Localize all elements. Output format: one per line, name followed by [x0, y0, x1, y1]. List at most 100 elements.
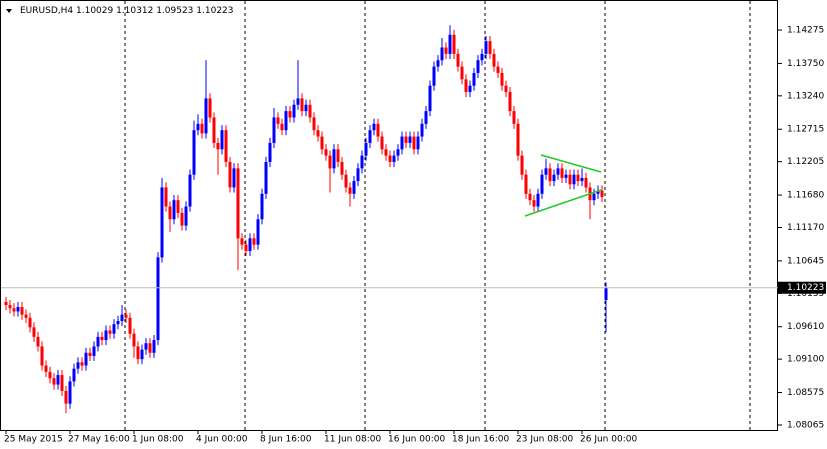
x-tick-label: 25 May 2015 [4, 435, 63, 445]
candle-body [340, 161, 344, 175]
candle-body [216, 142, 220, 150]
candle-body [400, 136, 404, 150]
y-tick-label: 1.12715 [787, 125, 824, 135]
candle-body [432, 66, 436, 86]
x-tick-label: 16 Jun 00:00 [388, 435, 445, 445]
candle-body [420, 123, 424, 137]
candle-body [260, 193, 264, 220]
candle-body [40, 346, 44, 366]
candle-body [76, 362, 80, 369]
candle-body [136, 346, 140, 360]
candle-body [108, 330, 112, 334]
x-tick-label: 8 Jun 16:00 [260, 435, 312, 445]
candle-body [160, 187, 164, 258]
candle-body [416, 136, 420, 150]
candle-body [580, 177, 584, 182]
candle-body [72, 368, 76, 382]
candle-body [116, 320, 120, 325]
candle-body [448, 34, 452, 54]
menu-arrow[interactable] [6, 9, 12, 13]
candle-body [132, 333, 136, 347]
candle-body [180, 212, 184, 226]
candle-body [36, 336, 40, 347]
candle-body [8, 305, 12, 309]
candle-body [496, 66, 500, 73]
candle-body [164, 187, 168, 207]
low-value: 1.09523 [156, 6, 194, 16]
candle-body [196, 123, 200, 131]
candle-body [156, 257, 160, 341]
candle-body [596, 190, 600, 194]
candle-body [288, 111, 292, 118]
candle-body [360, 155, 364, 169]
y-tick-label: 1.08065 [787, 420, 824, 430]
candle-body [424, 111, 428, 124]
y-tick-label: 1.14275 [787, 26, 824, 36]
candle-body [220, 130, 224, 150]
candle-body [304, 104, 308, 112]
candle-body [244, 244, 248, 252]
candle-body [324, 149, 328, 156]
candle-body [380, 136, 384, 150]
candle-body [552, 174, 556, 182]
candle-body [408, 136, 412, 143]
candle-body [264, 161, 268, 194]
current-price-label: 1.10223 [787, 283, 824, 293]
candle-body [488, 41, 492, 54]
candle-body [48, 371, 52, 379]
candle-body [536, 193, 540, 207]
y-tick-label: 1.10645 [787, 256, 824, 266]
candle-body [364, 142, 368, 156]
candle-body [144, 343, 148, 350]
candle-body [60, 375, 64, 391]
x-tick-label: 18 Jun 16:00 [452, 435, 509, 445]
x-tick-label: 26 Jun 00:00 [580, 435, 637, 445]
candle-body [252, 238, 256, 245]
y-tick-label: 1.11170 [787, 223, 824, 233]
candle-body [80, 362, 84, 366]
candle-body [276, 117, 280, 124]
candle-body [236, 168, 240, 239]
candle-body [428, 85, 432, 112]
candle-body [320, 136, 324, 150]
candle-body [312, 117, 316, 131]
candle-body [188, 174, 192, 207]
candle-body [568, 174, 572, 185]
y-tick-label: 1.09100 [787, 355, 824, 365]
y-tick-label: 1.09610 [787, 322, 824, 332]
candle-body [208, 98, 212, 118]
candle-body [64, 390, 68, 404]
triangle-pattern [524, 154, 602, 217]
symbol: EURUSD,H4 [20, 6, 74, 16]
candle-body [540, 174, 544, 194]
candle-body [528, 193, 532, 201]
candle-body [12, 308, 16, 312]
candle-body [124, 314, 128, 318]
candle-body [576, 174, 580, 182]
candle-body [256, 219, 260, 245]
candle-body [248, 238, 252, 252]
candle-body [104, 330, 108, 341]
candle-body [332, 149, 336, 169]
candle-body [232, 168, 236, 188]
candle-body [452, 34, 456, 54]
y-tick-label: 1.12205 [787, 157, 824, 167]
candle-body [148, 343, 152, 353]
candle-body [544, 168, 548, 175]
candle-body [20, 306, 24, 315]
candle-body [84, 352, 88, 366]
candle-body [504, 85, 508, 93]
candles [4, 25, 608, 414]
candle-body [24, 314, 28, 318]
candle-body [336, 149, 340, 162]
candle-body [4, 301, 8, 306]
candle-body [436, 60, 440, 67]
y-tick-label: 1.13240 [787, 91, 824, 101]
plot-frame [0, 0, 778, 431]
trend-line [524, 189, 602, 217]
high-value: 1.10312 [116, 6, 154, 16]
candle-body [344, 174, 348, 188]
candle-body [392, 155, 396, 162]
candle-body [32, 327, 36, 337]
